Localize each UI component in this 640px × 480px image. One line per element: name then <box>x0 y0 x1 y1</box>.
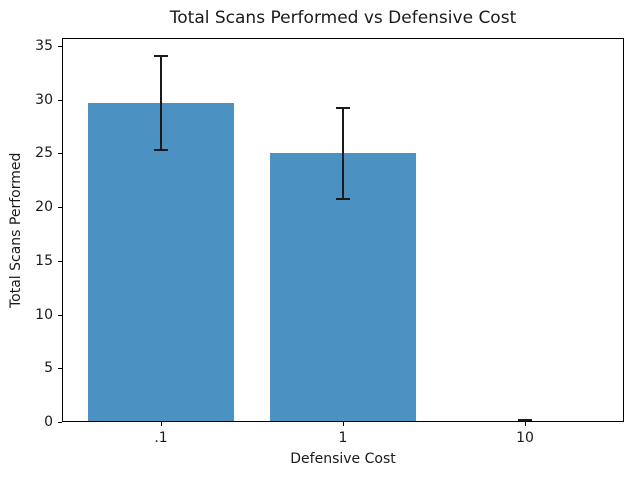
y-tick <box>58 422 62 423</box>
y-tick-label: 0 <box>44 414 53 430</box>
error-bar-cap-top <box>518 419 532 421</box>
y-tick <box>58 153 62 154</box>
error-bar-cap-top <box>154 55 168 57</box>
y-tick <box>58 100 62 101</box>
x-tick <box>161 422 162 426</box>
x-tick <box>343 422 344 426</box>
error-bar-line <box>160 56 162 151</box>
error-bar-cap-top <box>336 107 350 109</box>
y-tick <box>58 368 62 369</box>
x-axis-label: Defensive Cost <box>290 451 396 467</box>
y-tick-label: 25 <box>35 145 53 161</box>
bar <box>88 103 234 421</box>
chart-title: Total Scans Performed vs Defensive Cost <box>169 8 517 28</box>
y-tick-label: 20 <box>35 199 53 215</box>
y-tick-label: 35 <box>35 38 53 54</box>
x-tick-label: 10 <box>516 430 534 446</box>
y-tick-label: 30 <box>35 92 53 108</box>
x-tick-label: .1 <box>154 430 168 446</box>
y-tick-label: 5 <box>44 360 53 376</box>
error-bar-cap-bottom <box>154 149 168 151</box>
error-bar-line <box>524 420 526 422</box>
y-tick <box>58 207 62 208</box>
y-tick-label: 15 <box>35 253 53 269</box>
y-tick <box>58 315 62 316</box>
y-tick <box>58 261 62 262</box>
error-bar-line <box>342 108 344 198</box>
y-tick-label: 10 <box>35 307 53 323</box>
y-tick <box>58 46 62 47</box>
error-bar-cap-bottom <box>336 198 350 200</box>
x-tick-label: 1 <box>338 430 348 446</box>
x-tick <box>525 422 526 426</box>
